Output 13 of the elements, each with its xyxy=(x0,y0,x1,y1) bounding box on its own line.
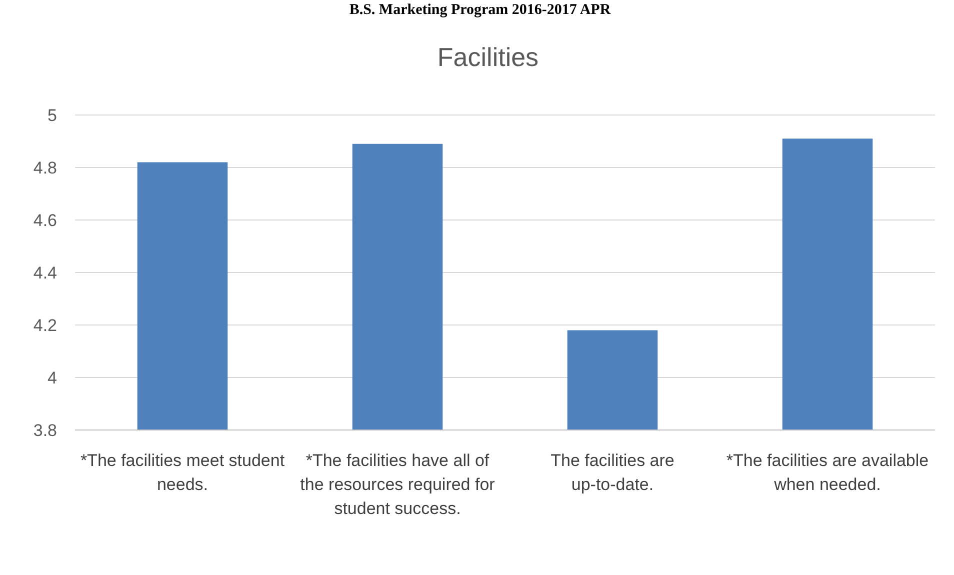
y-tick-label: 5 xyxy=(48,106,57,125)
x-tick-label: The facilities are up-to-date. xyxy=(550,451,674,494)
y-tick-label: 4 xyxy=(48,368,57,388)
y-tick-label: 4.2 xyxy=(33,316,57,335)
text: B.S. Marketing Program 2016-2017 APR xyxy=(349,2,611,18)
y-tick-label: 4.8 xyxy=(33,158,57,178)
y-tick-label: 4.4 xyxy=(33,263,57,282)
x-tick-label: *The facilities have all of the resources required for student success. xyxy=(300,451,496,518)
x-tick-label: *The facilities are available when needed. xyxy=(726,451,929,494)
chart-title: Facilities xyxy=(437,42,539,72)
x-tick-label: *The facilities meet student needs. xyxy=(80,451,285,494)
y-tick-label: 3.8 xyxy=(33,420,57,440)
y-tick-label: 4.6 xyxy=(33,210,57,230)
